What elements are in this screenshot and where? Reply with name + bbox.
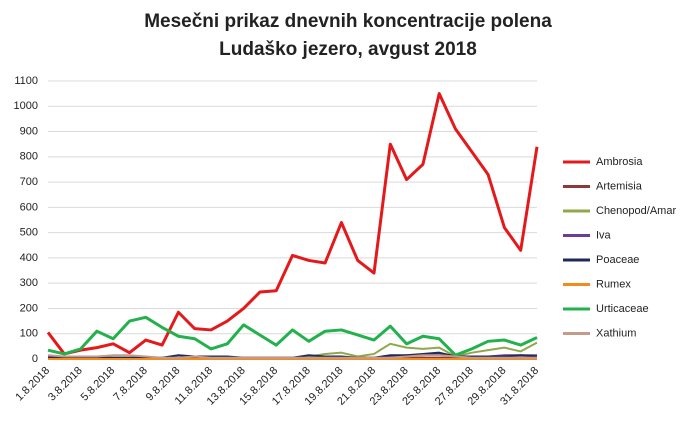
- y-tick-label: 200: [20, 302, 38, 314]
- series-line: [47, 315, 538, 357]
- legend-label: Urticaceae: [596, 303, 649, 315]
- legend-label: Ambrosia: [596, 156, 643, 168]
- x-tick-label: 7.8.2018: [111, 365, 150, 404]
- legend-label: Chenopod/Amar: [596, 205, 676, 217]
- y-tick-label: 1100: [14, 75, 38, 87]
- y-tick-label: 400: [20, 252, 38, 264]
- y-tick-label: 900: [20, 125, 38, 137]
- chart-title: Mesečni prikaz dnevnih koncentracije pol…: [144, 11, 552, 32]
- y-tick-label: 500: [20, 227, 38, 239]
- series-line: [47, 354, 537, 359]
- series-line: [46, 92, 539, 356]
- legend-label: Poaceae: [596, 254, 639, 266]
- x-tick-label: 1.8.2018: [13, 365, 52, 404]
- legend-label: Artemisia: [596, 180, 643, 192]
- legend-label: Rumex: [596, 278, 631, 290]
- y-tick-label: 100: [20, 328, 38, 340]
- y-tick-label: 600: [20, 201, 38, 213]
- x-tick-label: 3.8.2018: [46, 365, 85, 404]
- y-tick-label: 700: [20, 176, 38, 188]
- legend-label: Iva: [596, 229, 612, 241]
- x-tick-label: 5.8.2018: [79, 365, 118, 404]
- y-tick-label: 0: [32, 353, 38, 365]
- y-tick-label: 300: [20, 277, 38, 289]
- legend-label: Xathium: [596, 327, 636, 339]
- chart-subtitle: Ludaško jezero, avgust 2018: [219, 39, 477, 60]
- y-tick-label: 800: [20, 151, 38, 163]
- y-tick-label: 1000: [14, 100, 38, 112]
